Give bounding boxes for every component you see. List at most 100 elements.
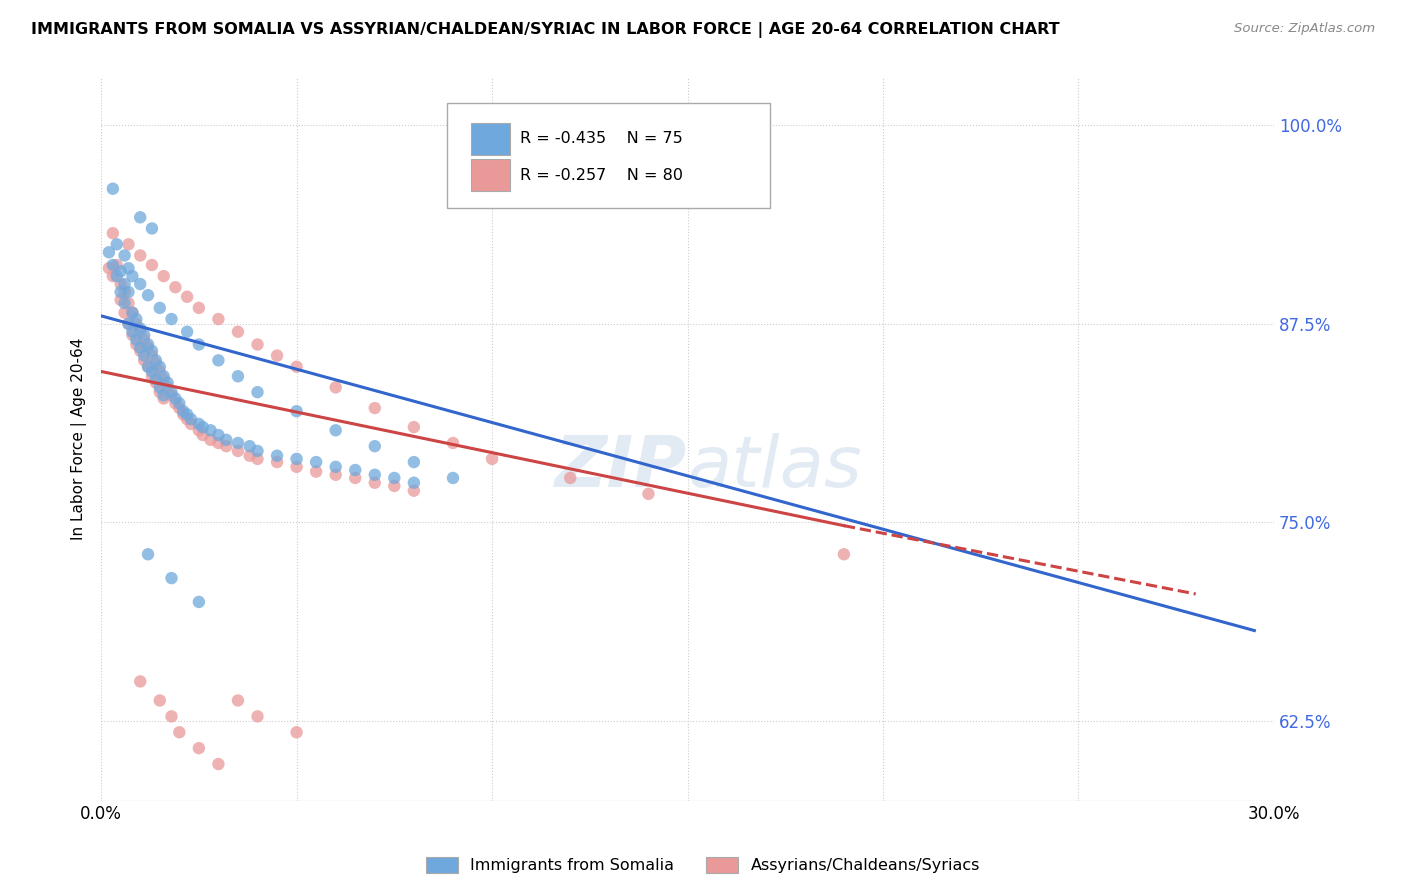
Point xyxy=(129,325,152,339)
Point xyxy=(637,833,659,847)
Point xyxy=(160,388,183,402)
Point xyxy=(110,264,132,278)
Point xyxy=(152,369,174,384)
Point xyxy=(285,404,308,418)
Point xyxy=(239,439,262,453)
Point xyxy=(160,385,183,400)
Point xyxy=(152,372,174,386)
Point xyxy=(176,325,198,339)
Point xyxy=(246,709,269,723)
Point xyxy=(305,455,328,469)
Point xyxy=(152,388,174,402)
Point xyxy=(149,364,172,378)
Point xyxy=(207,353,229,368)
Point xyxy=(134,333,156,347)
Point xyxy=(187,741,209,756)
Point xyxy=(402,475,425,490)
Point xyxy=(246,385,269,400)
Point xyxy=(117,296,139,310)
Point xyxy=(97,261,120,276)
Text: R = -0.257    N = 80: R = -0.257 N = 80 xyxy=(520,168,683,183)
Point xyxy=(136,341,159,355)
Point xyxy=(364,401,387,415)
Point xyxy=(125,312,148,326)
Point xyxy=(134,349,156,363)
Point xyxy=(382,479,405,493)
Point xyxy=(117,317,139,331)
Point xyxy=(169,396,191,410)
Point xyxy=(114,277,136,291)
Text: R = -0.435    N = 75: R = -0.435 N = 75 xyxy=(520,131,682,145)
Point xyxy=(145,372,167,386)
Point xyxy=(441,436,464,450)
Point xyxy=(207,312,229,326)
Point xyxy=(121,269,143,284)
Point xyxy=(187,417,209,431)
Point xyxy=(364,439,387,453)
Point xyxy=(172,404,194,418)
Point xyxy=(207,436,229,450)
Text: atlas: atlas xyxy=(688,434,862,502)
Point xyxy=(149,301,172,315)
Point xyxy=(101,269,124,284)
Point xyxy=(129,277,152,291)
Point xyxy=(187,337,209,351)
Point xyxy=(266,455,288,469)
Text: Source: ZipAtlas.com: Source: ZipAtlas.com xyxy=(1234,22,1375,36)
Point xyxy=(325,459,347,474)
Point xyxy=(152,392,174,406)
Point xyxy=(325,423,347,437)
Point xyxy=(180,417,202,431)
Point xyxy=(239,449,262,463)
Point xyxy=(246,451,269,466)
Point xyxy=(125,337,148,351)
Point xyxy=(246,444,269,458)
Point xyxy=(114,285,136,299)
Point xyxy=(441,471,464,485)
Point xyxy=(187,423,209,437)
Point xyxy=(141,369,163,384)
Point xyxy=(117,285,139,299)
Point xyxy=(637,487,659,501)
Point xyxy=(141,364,163,378)
FancyBboxPatch shape xyxy=(471,123,510,155)
Point xyxy=(187,595,209,609)
Point xyxy=(325,467,347,482)
Point xyxy=(160,571,183,585)
FancyBboxPatch shape xyxy=(471,159,510,191)
Point xyxy=(165,392,187,406)
Point xyxy=(145,353,167,368)
Point xyxy=(125,317,148,331)
Point xyxy=(200,433,222,447)
Point xyxy=(101,226,124,240)
Point xyxy=(129,343,152,358)
Point xyxy=(176,412,198,426)
Point xyxy=(169,725,191,739)
Point xyxy=(105,258,128,272)
Point xyxy=(156,376,179,390)
Point xyxy=(117,317,139,331)
Point xyxy=(344,463,367,477)
Point xyxy=(364,467,387,482)
Point xyxy=(285,359,308,374)
Point xyxy=(305,465,328,479)
Point xyxy=(160,312,183,326)
FancyBboxPatch shape xyxy=(447,103,769,208)
Point xyxy=(402,420,425,434)
Point xyxy=(149,693,172,707)
Point xyxy=(402,483,425,498)
Point xyxy=(165,396,187,410)
Text: IMMIGRANTS FROM SOMALIA VS ASSYRIAN/CHALDEAN/SYRIAC IN LABOR FORCE | AGE 20-64 C: IMMIGRANTS FROM SOMALIA VS ASSYRIAN/CHAL… xyxy=(31,22,1060,38)
Point xyxy=(364,475,387,490)
Point xyxy=(325,380,347,394)
Point xyxy=(129,321,152,335)
Point xyxy=(832,547,855,561)
Point xyxy=(149,380,172,394)
Point xyxy=(226,325,249,339)
Point xyxy=(141,343,163,358)
Point xyxy=(207,428,229,442)
Point xyxy=(129,674,152,689)
Point xyxy=(101,258,124,272)
Legend: Immigrants from Somalia, Assyrians/Chaldeans/Syriacs: Immigrants from Somalia, Assyrians/Chald… xyxy=(419,850,987,880)
Point xyxy=(101,182,124,196)
